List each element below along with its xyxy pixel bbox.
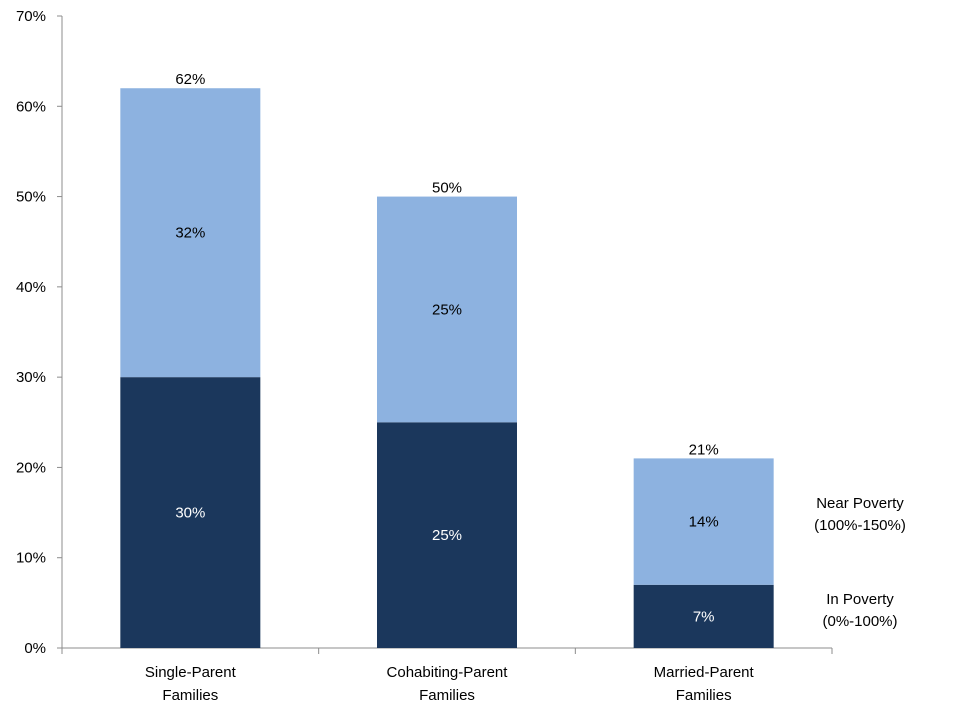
y-tick-label: 30% [16, 369, 46, 386]
bar-segment [377, 196, 517, 423]
bar-segment [633, 458, 774, 585]
data-label: 25% [432, 301, 462, 318]
y-tick-label: 60% [16, 98, 46, 115]
data-label: 25% [432, 527, 462, 544]
x-tick-label: Families [162, 687, 218, 704]
data-label: 7% [693, 608, 715, 625]
total-label: 50% [432, 180, 462, 197]
y-tick-label: 20% [16, 459, 46, 476]
y-tick-label: 10% [16, 550, 46, 567]
bar-segment [633, 584, 774, 648]
x-tick-label: Families [419, 687, 475, 704]
bar-segment [120, 88, 261, 378]
bars [120, 88, 774, 648]
data-label: 32% [175, 225, 205, 242]
total-label: 21% [689, 441, 719, 458]
axes: 0% 10% 20% 30% 40% 50% 60% 70% Single-Parent Fami… [16, 8, 833, 704]
x-tick-label: Families [676, 687, 732, 704]
y-tick-label: 50% [16, 189, 46, 206]
legend-near-poverty-line1: Near Poverty [816, 495, 904, 512]
x-tick-label: Cohabiting-Parent [387, 664, 509, 681]
data-label: 14% [689, 514, 719, 531]
x-tick-label: Married-Parent [654, 664, 755, 681]
y-tick-label: 0% [24, 640, 46, 657]
legend-in-poverty-line2: (0%-100%) [822, 613, 898, 630]
bar-segment [120, 377, 261, 648]
total-label: 62% [175, 71, 205, 88]
legend-in-poverty-line1: In Poverty [826, 591, 894, 608]
legend-near-poverty-line2: (100%-150%) [814, 517, 906, 534]
y-tick-label: 70% [16, 8, 46, 25]
legend-near-poverty: Near Poverty (100%-150%) [790, 493, 930, 537]
y-tick-label: 40% [16, 279, 46, 296]
legend-in-poverty: In Poverty (0%-100%) [790, 589, 930, 633]
bar-segment [377, 422, 517, 648]
x-tick-label: Single-Parent [145, 664, 237, 681]
data-label: 30% [175, 505, 205, 522]
data-labels: 30% 32% 62% 25% 25% 50% 7% 14% 21% [175, 71, 718, 625]
